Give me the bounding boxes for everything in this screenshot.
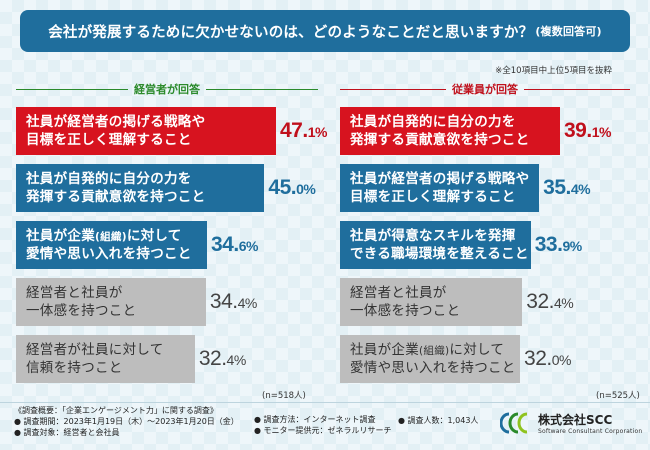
right-bar: 社員が自発的に自分の力を 発揮する貢献意欲を持つこと (340, 107, 560, 155)
left-bar: 経営者が社員に対して 信頼を持つこと (16, 335, 195, 383)
bar-label: 社員が企業(組織)に対して 愛情や思い入れを持つこと (26, 227, 192, 262)
bar-value-label: 33.9% (534, 233, 582, 256)
bar-value-label: 39.1% (564, 119, 611, 142)
bar-label: 社員が自発的に自分の力を 発揮する貢献意欲を持つこと (26, 170, 206, 205)
right-bar-row: 社員が企業(組織)に対して 愛情や思い入れを持つこと 32.0% (340, 335, 571, 383)
right-sample-size: (n=525人) (596, 391, 640, 401)
left-panel-title: 経営者が回答 (134, 83, 200, 96)
right-panel-title: 従業員が回答 (452, 83, 518, 96)
right-bar: 社員が得意なスキルを発揮 できる職場環境を整えること (340, 221, 531, 269)
survey-target: ● 調査対象：経営者と会社員 (14, 427, 120, 437)
survey-count: ● 調査人数：1,043人 (398, 416, 479, 425)
bar-label: 経営者が社員に対して 信頼を持つこと (26, 341, 164, 376)
left-bar-row: 社員が自発的に自分の力を 発揮する貢献意欲を持つこと 45.0% (16, 164, 316, 212)
right-panel-header: 従業員が回答 (340, 81, 630, 97)
logo-subtitle: Software Consultant Corporation (538, 428, 643, 435)
right-bar-row: 社員が経営者の掲げる戦略や 目標を正しく理解すること 35.4% (340, 164, 591, 212)
bar-label: 社員が得意なスキルを発揮 できる職場環境を整えること (350, 227, 529, 262)
left-bar: 社員が経営者の掲げる戦略や 目標を正しく理解すること (16, 107, 276, 155)
selection-note: ※全10項目中上位5項目を抜粋 (495, 66, 612, 76)
bar-label: 社員が経営者の掲げる戦略や 目標を正しく理解すること (350, 170, 530, 205)
bar-value-label: 34.6% (210, 233, 258, 256)
bar-label: 社員が経営者の掲げる戦略や 目標を正しく理解すること (26, 113, 206, 148)
bar-label: 社員が企業(組織)に対して 愛情や思い入れを持つこと (350, 341, 516, 376)
survey-title: 《調査概要：「企業エンゲージメント力」に関する調査》 (14, 406, 218, 415)
footer-divider (0, 402, 650, 403)
scc-logo-icon (500, 412, 528, 434)
bar-value-label: 47.1% (280, 119, 327, 142)
title-main: 会社が発展するために欠かせないのは、どのようなことだと思いますか？ (48, 24, 534, 41)
bar-value-label: 34.4% (209, 290, 257, 313)
logo-name: 株式会社SCC (538, 413, 613, 427)
right-bar-row: 社員が得意なスキルを発揮 できる職場環境を整えること 33.9% (340, 221, 582, 269)
bar-value-label: 35.4% (543, 176, 591, 199)
bar-value-label: 32.4% (198, 347, 246, 370)
bar-label: 社員が自発的に自分の力を 発揮する貢献意欲を持つこと (350, 113, 530, 148)
bar-value-label: 32.4% (526, 290, 574, 313)
survey-method: ● 調査方法：インターネット調査 (254, 415, 376, 424)
right-bar-row: 経営者と社員が 一体感を持つこと 32.4% (340, 278, 574, 326)
title-sub: (複数回答可) (535, 25, 602, 38)
bar-label: 経営者と社員が 一体感を持つこと (26, 284, 137, 319)
page-title: 会社が発展するために欠かせないのは、どのようなことだと思いますか？ (複数回答可… (20, 10, 630, 52)
right-bar-row: 社員が自発的に自分の力を 発揮する貢献意欲を持つこと 39.1% (340, 107, 611, 155)
survey-overview: 《調査概要：「企業エンゲージメント力」に関する調査》 ● 調査期間：2023年1… (14, 406, 239, 438)
left-bar-row: 社員が企業(組織)に対して 愛情や思い入れを持つこと 34.6% (16, 221, 258, 269)
right-bar: 社員が経営者の掲げる戦略や 目標を正しく理解すること (340, 164, 540, 212)
left-panel-header: 経営者が回答 (16, 81, 318, 97)
bar-label: 経営者と社員が 一体感を持つこと (350, 284, 461, 319)
left-bar-row: 社員が経営者の掲げる戦略や 目標を正しく理解すること 47.1% (16, 107, 327, 155)
survey-monitor: ● モニター提供元：ゼネラルリサーチ (254, 425, 392, 435)
survey-method-block: ● 調査方法：インターネット調査 ● モニター提供元：ゼネラルリサーチ (254, 415, 392, 437)
right-bar: 社員が企業(組織)に対して 愛情や思い入れを持つこと (340, 335, 521, 383)
bar-value-label: 45.0% (268, 176, 316, 199)
bar-value-label: 32.0% (524, 347, 571, 370)
left-bar: 社員が自発的に自分の力を 発揮する貢献意欲を持つこと (16, 164, 265, 212)
survey-period: ● 調査期間：2023年1月19日（木）～2023年1月20日（金） (14, 416, 239, 426)
left-bar-row: 経営者と社員が 一体感を持つこと 34.4% (16, 278, 257, 326)
right-bar: 経営者と社員が 一体感を持つこと (340, 278, 523, 326)
left-bar: 社員が企業(組織)に対して 愛情や思い入れを持つこと (16, 221, 207, 269)
left-bar-row: 経営者が社員に対して 信頼を持つこと 32.4% (16, 335, 246, 383)
left-bar: 経営者と社員が 一体感を持つこと (16, 278, 206, 326)
left-sample-size: (n=518人) (262, 391, 306, 401)
company-logo: 株式会社SCC Software Consultant Corporation (500, 410, 642, 436)
